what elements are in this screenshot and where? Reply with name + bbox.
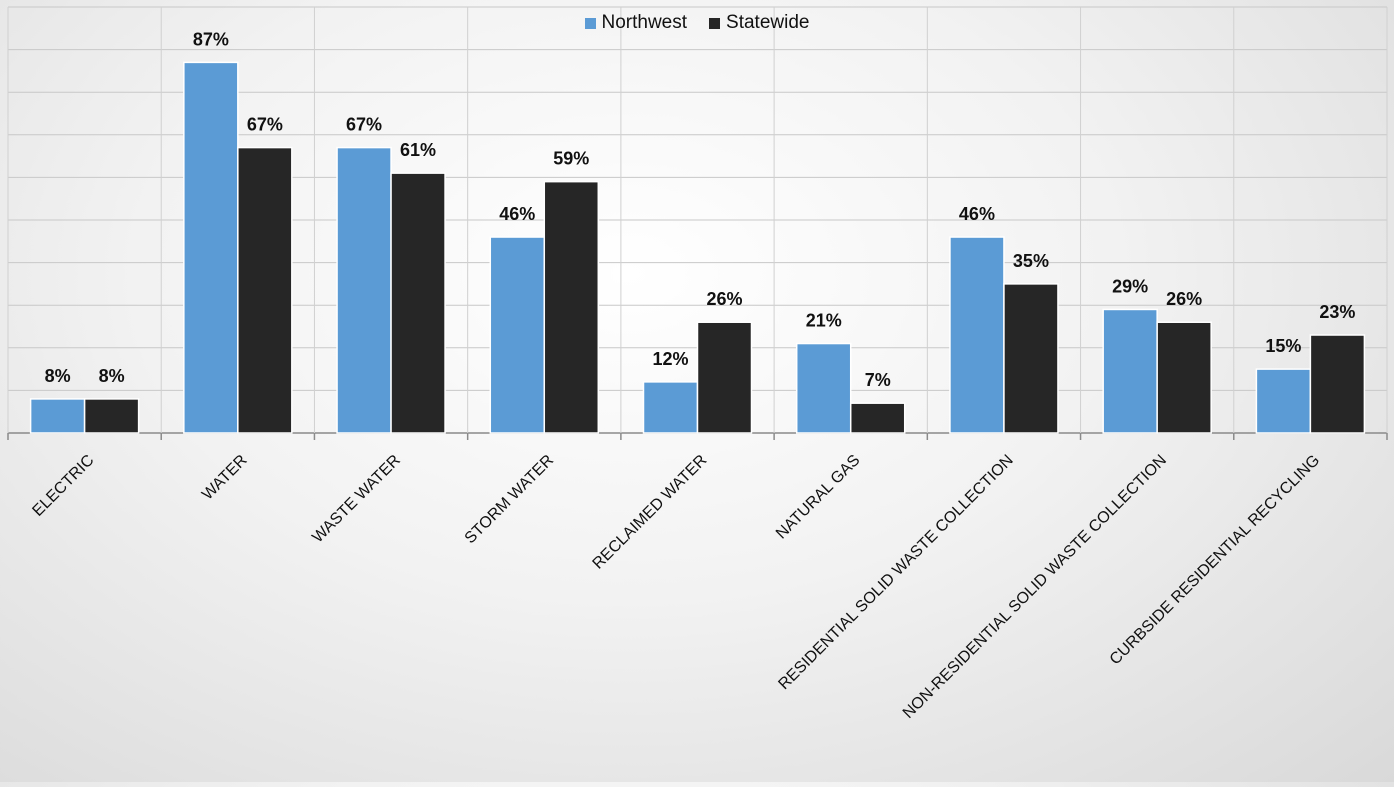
data-label-northwest: 67% [346,115,382,135]
data-label-statewide: 7% [865,370,891,390]
category-label: STORM WATER [462,452,557,547]
data-label-statewide: 23% [1319,302,1355,322]
bar-statewide [83,398,140,434]
data-label-statewide: 26% [706,289,742,309]
data-label-statewide: 8% [99,366,125,386]
data-label-northwest: 15% [1265,336,1301,356]
legend-label-northwest: Northwest [601,12,688,33]
category-label: WATER [199,452,251,504]
bar-northwest [1102,308,1158,434]
data-label-northwest: 12% [652,349,688,369]
bar-statewide [1309,334,1366,434]
bar-statewide [1156,321,1212,434]
data-label-northwest: 46% [499,204,535,224]
bar-northwest [489,236,546,434]
bar-statewide [237,146,293,434]
data-label-northwest: 87% [193,29,229,49]
category-label: RECLAIMED WATER [590,452,711,573]
bar-northwest [1255,368,1312,434]
legend-label-statewide: Statewide [726,12,810,33]
legend-item-statewide: Statewide [709,12,809,34]
legend-swatch-northwest [584,17,596,29]
legend-swatch-statewide [709,17,721,29]
category-label: ELECTRIC [29,452,97,520]
data-label-statewide: 59% [553,149,589,169]
data-label-statewide: 61% [400,140,436,160]
data-label-northwest: 8% [45,366,71,386]
data-label-northwest: 21% [806,311,842,331]
bar-northwest [183,61,239,434]
bar-northwest [29,398,86,434]
category-label: NON-RESIDENTIAL SOLID WASTE COLLECTION [900,452,1170,722]
bar-statewide [543,180,600,434]
data-label-statewide: 67% [247,115,283,135]
category-label: RESIDENTIAL SOLID WASTE COLLECTION [775,452,1016,693]
data-label-northwest: 46% [959,204,995,224]
bar-statewide [390,172,446,434]
bar-statewide [1003,283,1059,434]
data-label-statewide: 35% [1013,251,1049,271]
category-label: NATURAL GAS [773,452,864,543]
data-label-northwest: 29% [1112,276,1148,296]
bar-northwest [795,342,852,434]
legend: Northwest Statewide [0,12,1394,34]
bar-northwest [949,236,1005,434]
bar-statewide [849,402,906,434]
legend-item-northwest: Northwest [584,12,688,34]
data-label-statewide: 26% [1166,289,1202,309]
bar-northwest [642,381,699,434]
category-label: WASTE WATER [309,452,404,547]
bar-northwest [336,146,392,434]
bar-statewide [696,321,753,434]
